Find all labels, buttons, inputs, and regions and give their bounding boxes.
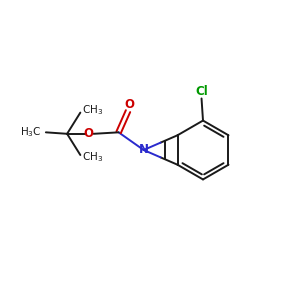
Text: N: N [139,143,148,157]
Text: O: O [124,98,134,111]
Text: H$_3$C: H$_3$C [20,125,41,139]
Text: CH$_3$: CH$_3$ [82,103,103,117]
Text: Cl: Cl [195,85,208,98]
Text: O: O [83,127,93,140]
Text: CH$_3$: CH$_3$ [82,151,103,164]
